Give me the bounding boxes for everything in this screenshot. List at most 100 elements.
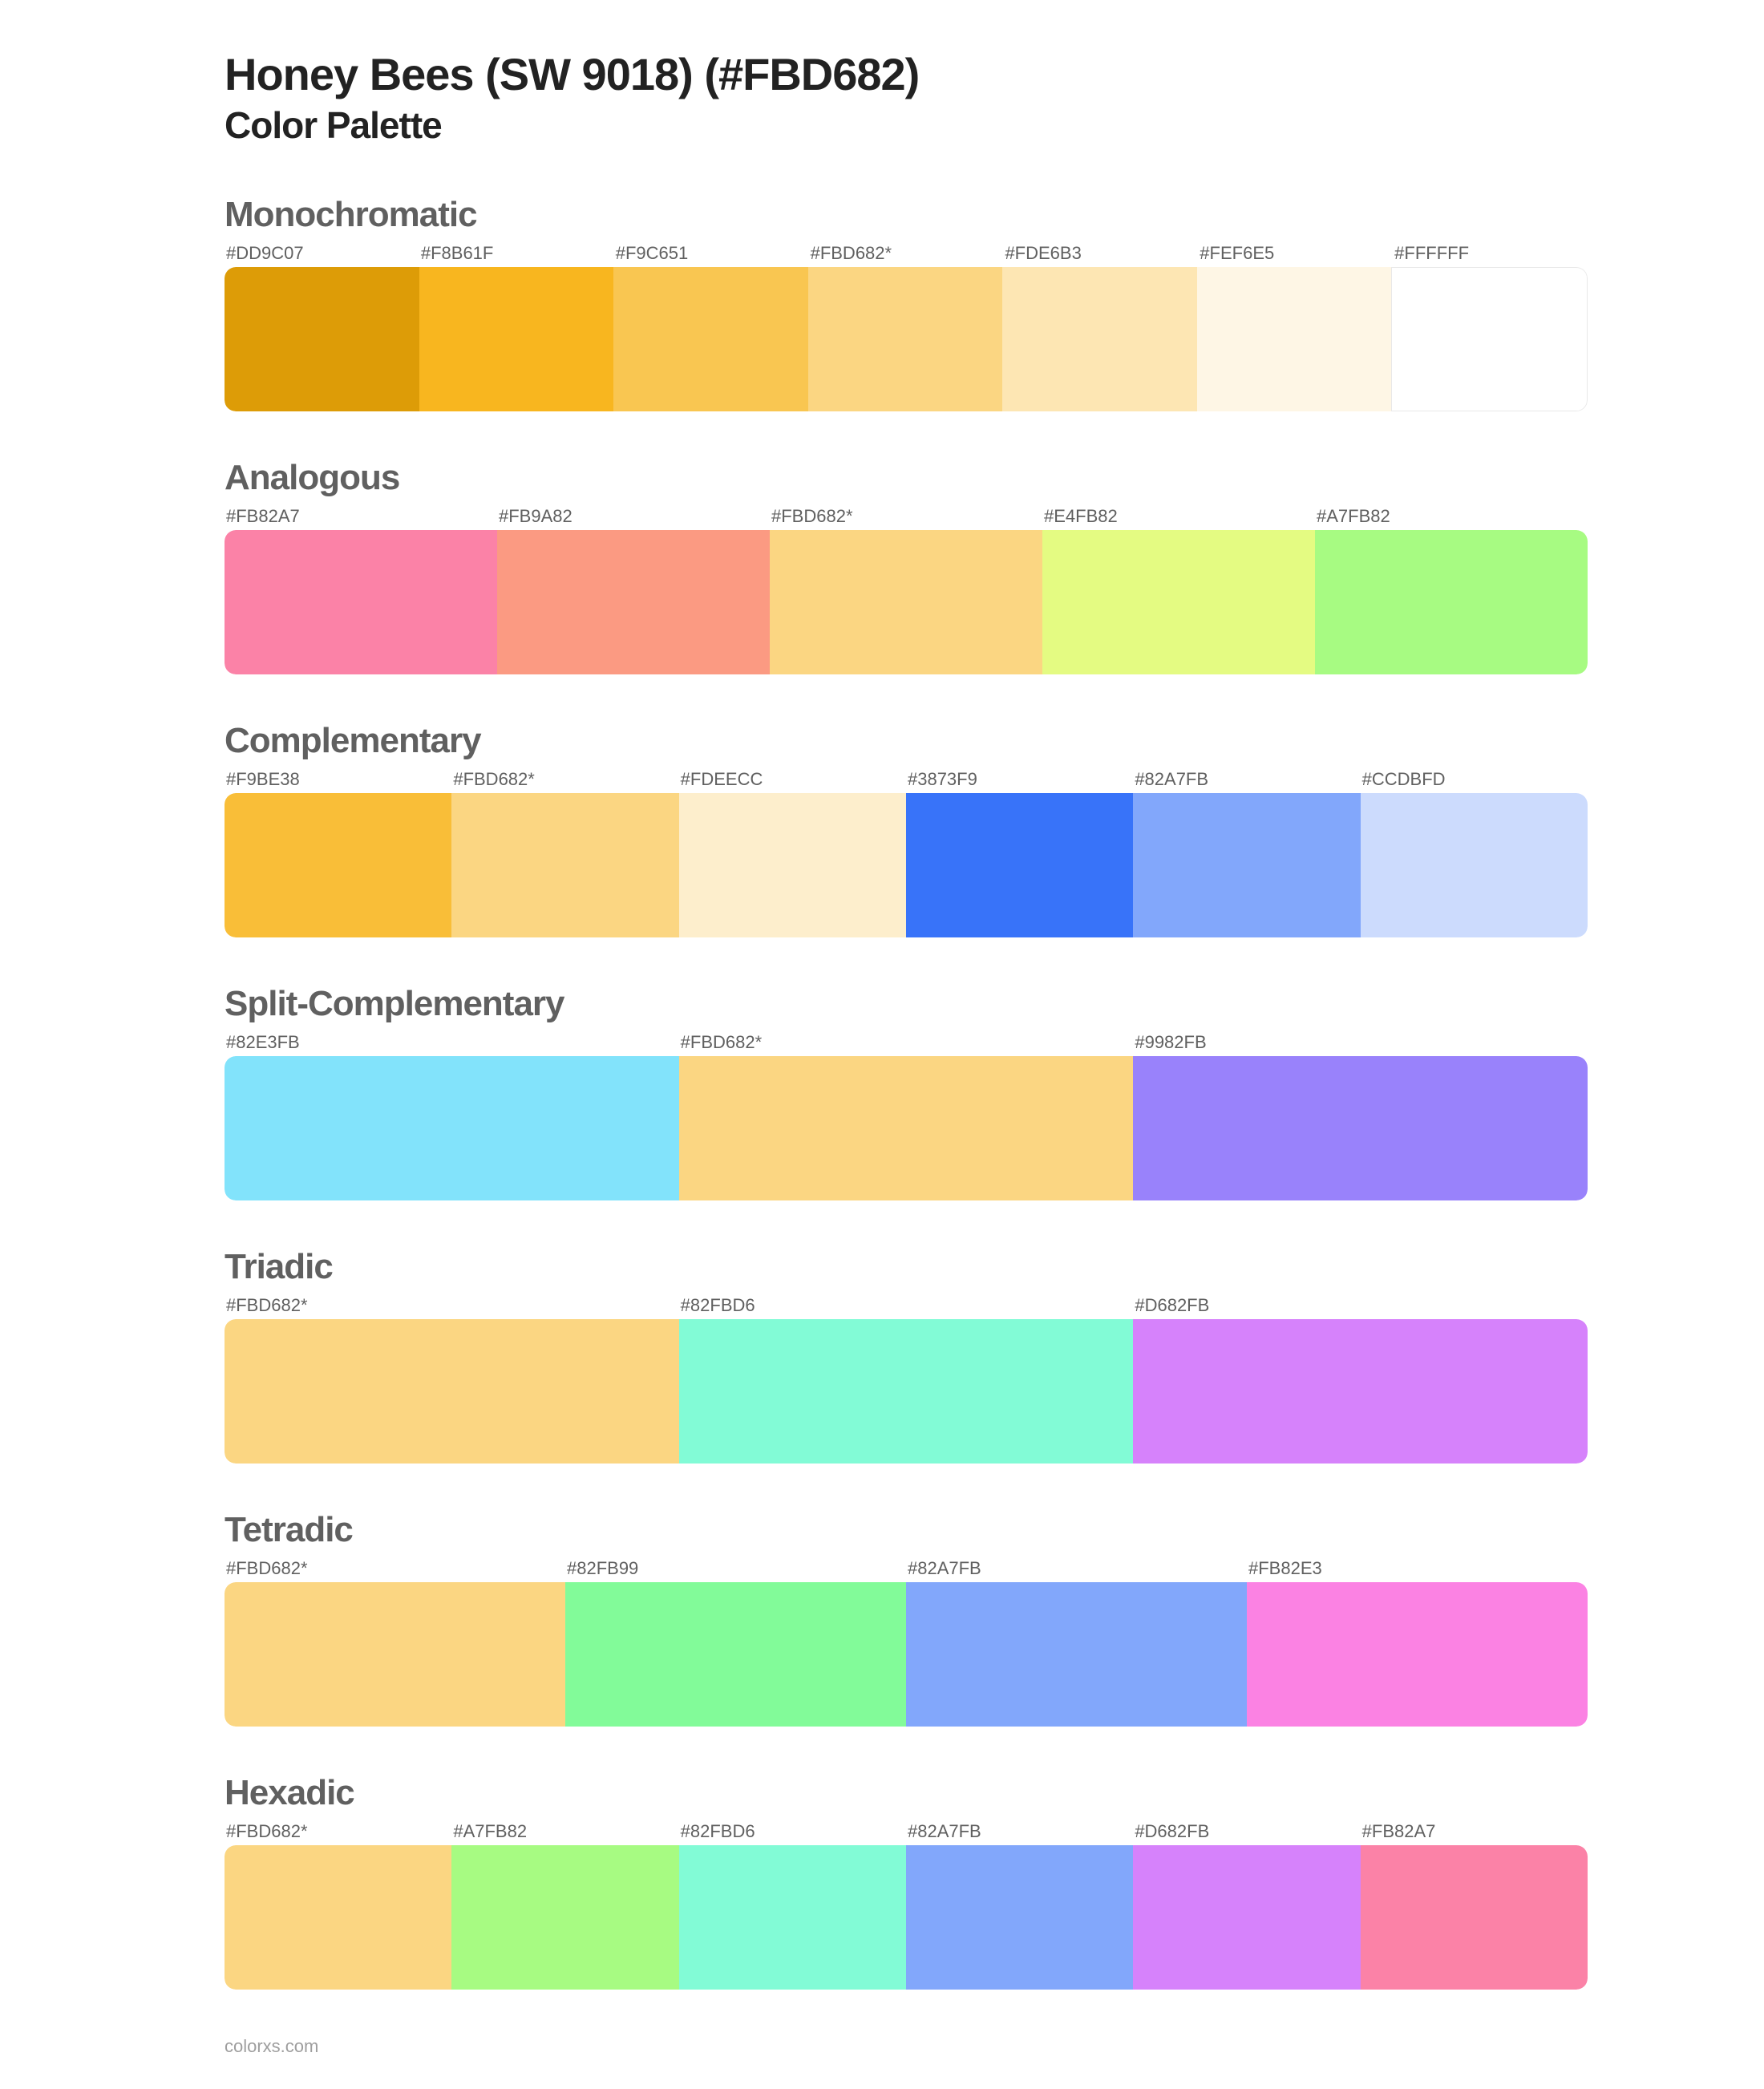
color-swatch[interactable] — [225, 1056, 679, 1200]
color-swatch[interactable] — [225, 530, 497, 674]
swatch-label: #CCDBFD — [1361, 769, 1588, 790]
swatch-label: #82FBD6 — [679, 1295, 1134, 1316]
color-swatch[interactable] — [1361, 1845, 1588, 1990]
color-swatch[interactable] — [1002, 267, 1197, 411]
swatch-label: #FB82A7 — [225, 506, 497, 527]
swatch-label: #E4FB82 — [1042, 506, 1315, 527]
labels-row: #FBD682*#A7FB82#82FBD6#82A7FB#D682FB#FB8… — [225, 1821, 1588, 1842]
swatch-label: #F9BE38 — [225, 769, 451, 790]
swatches-row — [225, 1056, 1588, 1200]
color-swatch[interactable] — [1042, 530, 1315, 674]
color-swatch[interactable] — [1247, 1582, 1588, 1727]
color-swatch[interactable] — [1391, 267, 1588, 411]
swatch-label: #FBD682* — [451, 769, 678, 790]
swatch-label: #FFFFFF — [1393, 243, 1588, 264]
swatches-row — [225, 1319, 1588, 1464]
swatch-label: #FB82E3 — [1247, 1558, 1588, 1579]
swatch-label: #DD9C07 — [225, 243, 419, 264]
swatch-label: #A7FB82 — [451, 1821, 678, 1842]
swatch-label: #D682FB — [1133, 1821, 1360, 1842]
color-swatch[interactable] — [906, 1582, 1247, 1727]
swatch-label: #F9C651 — [614, 243, 809, 264]
color-swatch[interactable] — [565, 1582, 906, 1727]
swatch-label: #FBD682* — [809, 243, 1004, 264]
swatch-label: #82A7FB — [906, 1558, 1247, 1579]
swatch-label: #FB9A82 — [497, 506, 770, 527]
section-title: Analogous — [225, 458, 1588, 498]
swatch-label: #D682FB — [1133, 1295, 1588, 1316]
swatches-row — [225, 267, 1588, 411]
swatch-label: #3873F9 — [906, 769, 1133, 790]
labels-row: #82E3FB#FBD682*#9982FB — [225, 1032, 1588, 1053]
labels-row: #FB82A7#FB9A82#FBD682*#E4FB82#A7FB82 — [225, 506, 1588, 527]
color-swatch[interactable] — [679, 1319, 1134, 1464]
color-swatch[interactable] — [1361, 793, 1588, 937]
labels-row: #DD9C07#F8B61F#F9C651#FBD682*#FDE6B3#FEF… — [225, 243, 1588, 264]
section-title: Triadic — [225, 1247, 1588, 1287]
palette-section: Analogous #FB82A7#FB9A82#FBD682*#E4FB82#A… — [225, 458, 1588, 674]
color-swatch[interactable] — [1133, 1056, 1588, 1200]
swatch-label: #FBD682* — [225, 1295, 679, 1316]
swatch-label: #FB82A7 — [1361, 1821, 1588, 1842]
swatch-label: #82FBD6 — [679, 1821, 906, 1842]
swatch-label: #FBD682* — [225, 1821, 451, 1842]
sections-container: Monochromatic#DD9C07#F8B61F#F9C651#FBD68… — [225, 195, 1588, 1990]
color-swatch[interactable] — [497, 530, 770, 674]
color-swatch[interactable] — [451, 1845, 678, 1990]
color-swatch[interactable] — [1133, 1845, 1360, 1990]
color-swatch[interactable] — [906, 793, 1133, 937]
swatch-label: #F8B61F — [419, 243, 614, 264]
swatches-row — [225, 530, 1588, 674]
page-subtitle: Color Palette — [225, 103, 1588, 147]
swatch-label: #FBD682* — [225, 1558, 565, 1579]
swatch-label: #82A7FB — [906, 1821, 1133, 1842]
palette-section: Split-Complementary #82E3FB#FBD682*#9982F… — [225, 984, 1588, 1200]
color-swatch[interactable] — [451, 793, 678, 937]
color-swatch[interactable] — [1133, 1319, 1588, 1464]
color-swatch[interactable] — [906, 1845, 1133, 1990]
labels-row: #FBD682*#82FB99#82A7FB#FB82E3 — [225, 1558, 1588, 1579]
color-swatch[interactable] — [225, 1845, 451, 1990]
color-swatch[interactable] — [225, 1582, 565, 1727]
swatch-label: #82FB99 — [565, 1558, 906, 1579]
color-swatch[interactable] — [225, 1319, 679, 1464]
page-title: Honey Bees (SW 9018) (#FBD682) — [225, 48, 1588, 100]
color-swatch[interactable] — [679, 1056, 1134, 1200]
swatch-label: #A7FB82 — [1315, 506, 1588, 527]
section-title: Complementary — [225, 721, 1588, 761]
palette-section: Monochromatic #DD9C07#F8B61F#F9C651#FBD68… — [225, 195, 1588, 411]
page: Honey Bees (SW 9018) (#FBD682) Color Pal… — [225, 48, 1588, 2057]
swatch-label: #82E3FB — [225, 1032, 679, 1053]
footer-credit: colorxs.com — [225, 2036, 1588, 2057]
swatch-label: #9982FB — [1133, 1032, 1588, 1053]
palette-section: Triadic #FBD682*#82FBD6#D682FB — [225, 1247, 1588, 1464]
section-title: Hexadic — [225, 1773, 1588, 1813]
palette-section: Complementary #F9BE38#FBD682*#FDEECC#3873… — [225, 721, 1588, 937]
section-title: Tetradic — [225, 1510, 1588, 1550]
color-swatch[interactable] — [679, 793, 906, 937]
color-swatch[interactable] — [419, 267, 614, 411]
color-swatch[interactable] — [770, 530, 1042, 674]
labels-row: #F9BE38#FBD682*#FDEECC#3873F9#82A7FB#CCD… — [225, 769, 1588, 790]
color-swatch[interactable] — [225, 793, 451, 937]
section-title: Monochromatic — [225, 195, 1588, 235]
section-title: Split-Complementary — [225, 984, 1588, 1024]
swatch-label: #82A7FB — [1133, 769, 1360, 790]
color-swatch[interactable] — [808, 267, 1003, 411]
swatch-label: #FBD682* — [679, 1032, 1134, 1053]
palette-section: Tetradic #FBD682*#82FB99#82A7FB#FB82E3 — [225, 1510, 1588, 1727]
swatches-row — [225, 1582, 1588, 1727]
labels-row: #FBD682*#82FBD6#D682FB — [225, 1295, 1588, 1316]
color-swatch[interactable] — [1315, 530, 1588, 674]
swatch-label: #FBD682* — [770, 506, 1042, 527]
color-swatch[interactable] — [613, 267, 808, 411]
palette-section: Hexadic #FBD682*#A7FB82#82FBD6#82A7FB#D68… — [225, 1773, 1588, 1990]
color-swatch[interactable] — [1197, 267, 1392, 411]
color-swatch[interactable] — [1133, 793, 1360, 937]
swatches-row — [225, 1845, 1588, 1990]
swatch-label: #FDE6B3 — [1003, 243, 1198, 264]
swatch-label: #FDEECC — [679, 769, 906, 790]
color-swatch[interactable] — [225, 267, 419, 411]
color-swatch[interactable] — [679, 1845, 906, 1990]
swatch-label: #FEF6E5 — [1198, 243, 1393, 264]
